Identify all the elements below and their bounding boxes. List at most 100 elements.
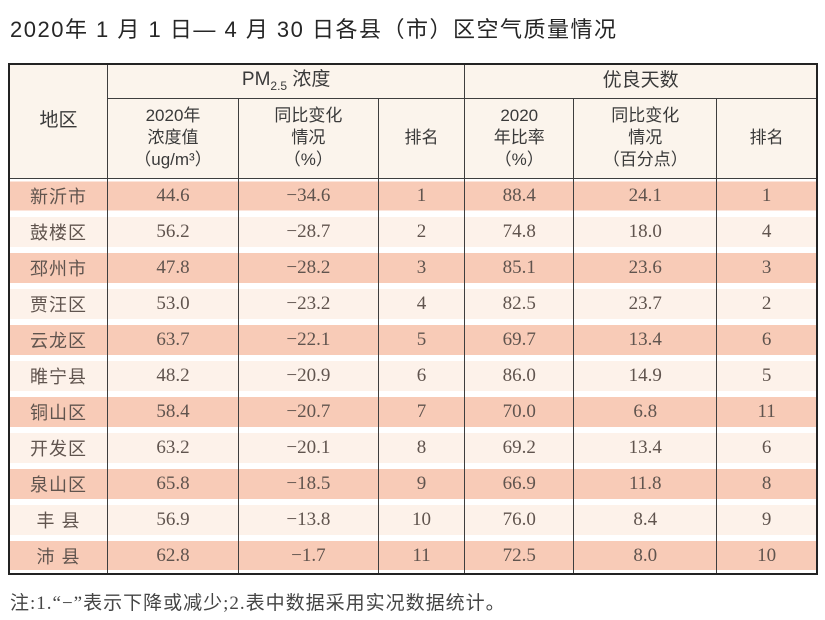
col-group-good-days: 优良天数	[464, 63, 818, 99]
ratio-change-cell: 24.1	[573, 178, 718, 214]
pm-change-cell: −13.8	[237, 502, 379, 538]
ratio-cell: 69.7	[464, 322, 575, 358]
ratio-change-cell: 23.7	[573, 286, 718, 322]
col-header-region: 地区	[8, 63, 109, 179]
pm-rank-cell: 4	[377, 286, 466, 322]
ratio-change-cell: 11.8	[573, 466, 718, 502]
table-row: 沛 县 62.8 −1.7 11 72.5 8.0 10	[8, 538, 818, 574]
col-header-pm-change: 同比变化 情况 （%）	[237, 97, 379, 179]
pm-change-cell: −20.1	[237, 430, 379, 466]
header-sub-row: 2020年 浓度值 （ug/m³） 同比变化 情况 （%） 排名 2020 年比…	[9, 97, 818, 179]
ratio-rank-cell: 5	[716, 358, 818, 394]
ratio-change-cell: 8.4	[573, 502, 718, 538]
ratio-rank-cell: 6	[716, 322, 818, 358]
pm-value-cell: 63.7	[107, 322, 239, 358]
ratio-change-cell: 13.4	[573, 322, 718, 358]
region-cell: 铜山区	[8, 394, 109, 430]
ratio-cell: 76.0	[464, 502, 575, 538]
pm-rank-cell: 1	[377, 178, 466, 214]
pm25-label-suffix: 浓度	[287, 69, 331, 91]
pm-rank-cell: 2	[377, 214, 466, 250]
pm25-label-subscript: 2.5	[270, 78, 288, 93]
pm-value-cell: 63.2	[107, 430, 239, 466]
pm-value-cell: 56.2	[107, 214, 239, 250]
pm-rank-cell: 3	[377, 250, 466, 286]
ratio-cell: 82.5	[464, 286, 575, 322]
region-cell: 云龙区	[8, 322, 109, 358]
ratio-change-cell: 14.9	[573, 358, 718, 394]
col-header-pm-value: 2020年 浓度值 （ug/m³）	[107, 97, 239, 179]
region-cell: 沛 县	[8, 538, 109, 574]
pm-value-cell: 47.8	[107, 250, 239, 286]
ratio-cell: 69.2	[464, 430, 575, 466]
table-row: 铜山区 58.4 −20.7 7 70.0 6.8 11	[8, 394, 818, 430]
ratio-change-cell: 6.8	[573, 394, 718, 430]
region-cell: 泉山区	[8, 466, 109, 502]
pm-value-cell: 65.8	[107, 466, 239, 502]
pm-value-cell: 58.4	[107, 394, 239, 430]
pm-value-cell: 56.9	[107, 502, 239, 538]
ratio-rank-cell: 9	[716, 502, 818, 538]
ratio-cell: 74.8	[464, 214, 575, 250]
col-header-ratio: 2020 年比率 （%）	[464, 97, 575, 179]
ratio-change-cell: 8.0	[573, 538, 718, 574]
region-cell: 新沂市	[8, 178, 109, 214]
ratio-cell: 66.9	[464, 466, 575, 502]
pm-change-cell: −28.2	[237, 250, 379, 286]
pm-rank-cell: 10	[377, 502, 466, 538]
table-row: 新沂市 44.6 −34.6 1 88.4 24.1 1	[8, 178, 818, 214]
pm-change-cell: −22.1	[237, 322, 379, 358]
ratio-rank-cell: 10	[716, 538, 818, 574]
ratio-change-cell: 13.4	[573, 430, 718, 466]
table-row: 泉山区 65.8 −18.5 9 66.9 11.8 8	[8, 466, 818, 502]
ratio-cell: 72.5	[464, 538, 575, 574]
ratio-rank-cell: 8	[716, 466, 818, 502]
table-row: 丰 县 56.9 −13.8 10 76.0 8.4 9	[8, 502, 818, 538]
table-row: 邳州市 47.8 −28.2 3 85.1 23.6 3	[8, 250, 818, 286]
ratio-cell: 88.4	[464, 178, 575, 214]
pm-rank-cell: 8	[377, 430, 466, 466]
table-row: 睢宁县 48.2 −20.9 6 86.0 14.9 5	[8, 358, 818, 394]
header-group-row: 地区 PM2.5 浓度 优良天数	[8, 63, 818, 179]
pm-rank-cell: 7	[377, 394, 466, 430]
pm-change-cell: −23.2	[237, 286, 379, 322]
pm-rank-cell: 11	[377, 538, 466, 574]
col-group-pm25: PM2.5 浓度	[107, 63, 466, 99]
pm-value-cell: 44.6	[107, 178, 239, 214]
region-cell: 贾汪区	[8, 286, 109, 322]
pm-change-cell: −1.7	[237, 538, 379, 574]
ratio-rank-cell: 1	[716, 178, 818, 214]
table-row: 鼓楼区 56.2 −28.7 2 74.8 18.0 4	[8, 214, 818, 250]
pm-rank-cell: 6	[377, 358, 466, 394]
col-header-ratio-change: 同比变化 情况 （百分点）	[573, 97, 718, 179]
table-row: 云龙区 63.7 −22.1 5 69.7 13.4 6	[8, 322, 818, 358]
ratio-rank-cell: 4	[716, 214, 818, 250]
col-header-ratio-rank: 排名	[716, 97, 818, 179]
pm-value-cell: 48.2	[107, 358, 239, 394]
col-header-pm-rank: 排名	[377, 97, 466, 179]
pm25-label-prefix: PM	[241, 69, 271, 91]
pm-change-cell: −20.7	[237, 394, 379, 430]
ratio-change-cell: 18.0	[573, 214, 718, 250]
pm-rank-cell: 9	[377, 466, 466, 502]
ratio-rank-cell: 2	[716, 286, 818, 322]
table-header: 地区 PM2.5 浓度 优良天数 2020年 浓度值 （ug/m³） 同比变化 …	[8, 63, 818, 179]
pm-value-cell: 53.0	[107, 286, 239, 322]
pm-change-cell: −20.9	[237, 358, 379, 394]
page-title: 2020年 1 月 1 日— 4 月 30 日各县（市）区空气质量情况	[10, 17, 618, 42]
region-cell: 睢宁县	[8, 358, 109, 394]
table-row: 开发区 63.2 −20.1 8 69.2 13.4 6	[8, 430, 818, 466]
ratio-rank-cell: 11	[716, 394, 818, 430]
ratio-cell: 70.0	[464, 394, 575, 430]
ratio-rank-cell: 6	[716, 430, 818, 466]
pm-value-cell: 62.8	[107, 538, 239, 574]
region-cell: 邳州市	[8, 250, 109, 286]
ratio-cell: 86.0	[464, 358, 575, 394]
ratio-rank-cell: 3	[716, 250, 818, 286]
region-cell: 丰 县	[8, 502, 109, 538]
footnote: 注:1.“−”表示下降或减少;2.表中数据采用实况数据统计。	[10, 593, 506, 614]
table-body: 新沂市 44.6 −34.6 1 88.4 24.1 1 鼓楼区 56.2 −2…	[8, 178, 818, 574]
pm-change-cell: −18.5	[237, 466, 379, 502]
air-quality-table: 地区 PM2.5 浓度 优良天数 2020年 浓度值 （ug/m³） 同比变化 …	[8, 63, 818, 575]
